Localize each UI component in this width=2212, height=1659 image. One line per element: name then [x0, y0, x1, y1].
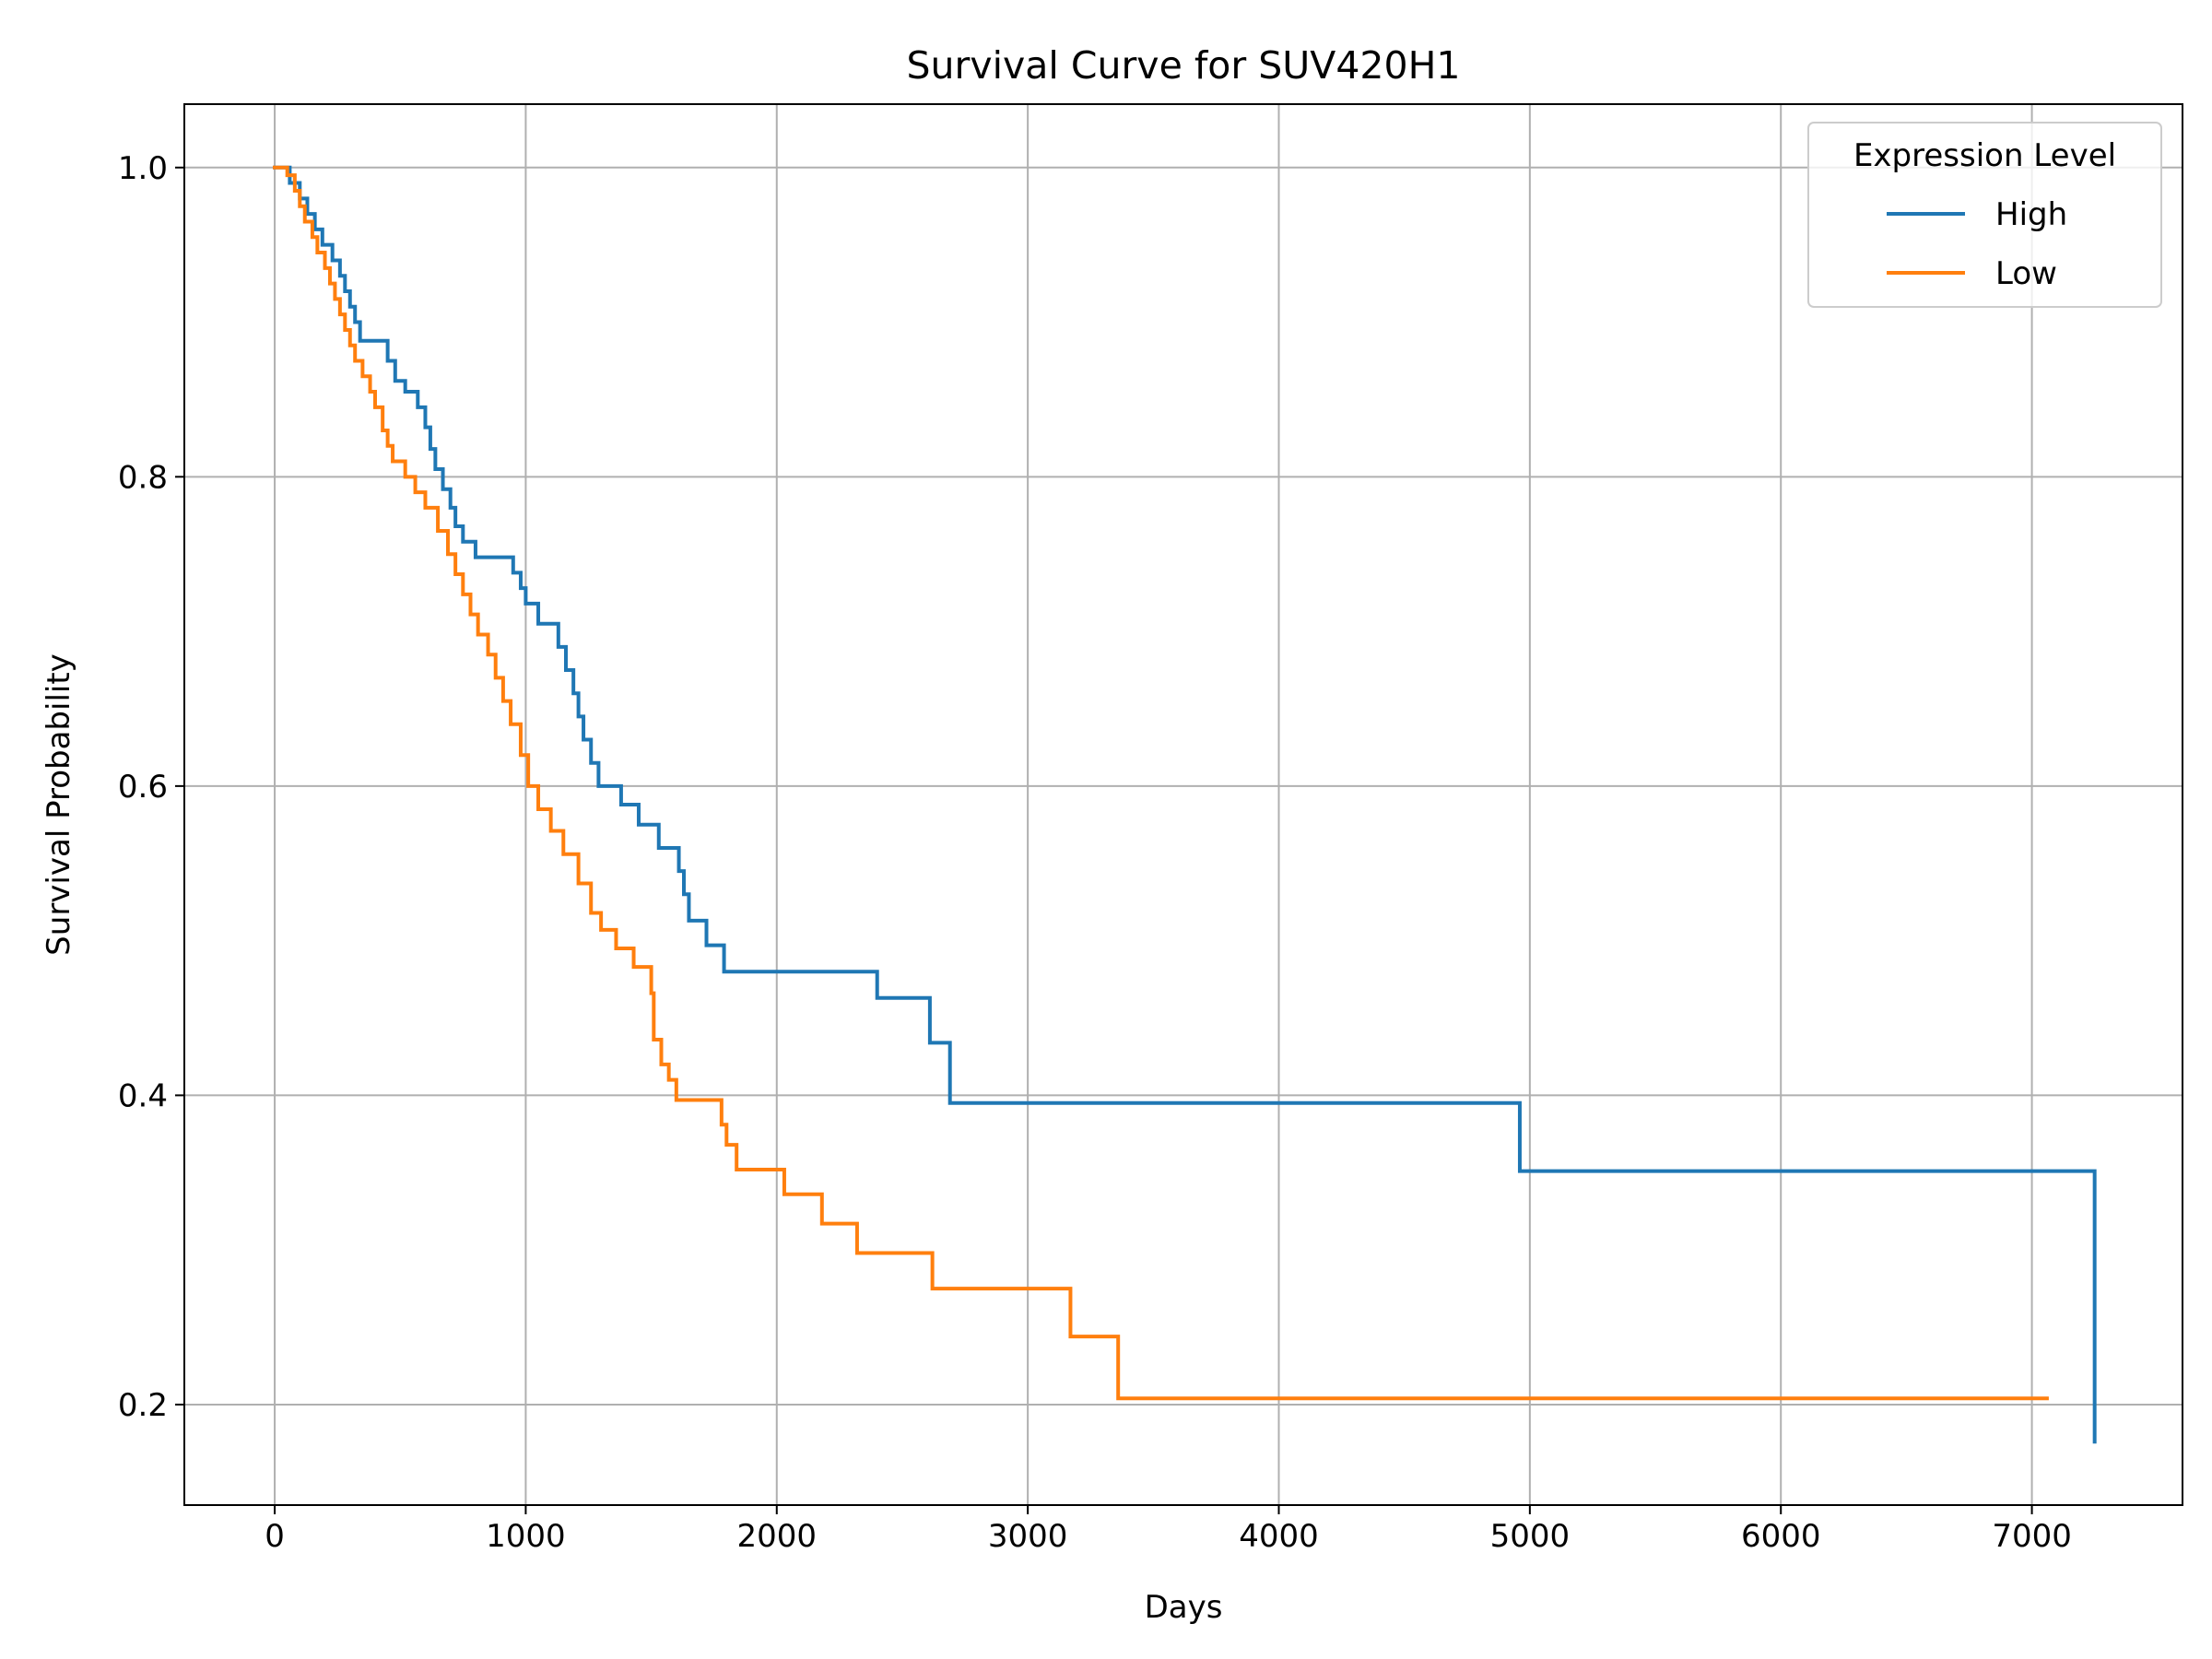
x-axis: 0 1000 2000 3000 4000 5000 6000 7000: [265, 1505, 2072, 1555]
x-tick-label: 7000: [1992, 1518, 2072, 1555]
y-tick-label: 0.6: [118, 769, 168, 806]
legend-entries: High Low: [1887, 196, 2067, 292]
legend: Expression Level High Low: [1807, 122, 2162, 308]
plot-area: [184, 104, 2183, 1505]
legend-label-low: Low: [1995, 255, 2057, 292]
y-tick-label: 0.4: [118, 1077, 168, 1114]
legend-box: [1807, 122, 2162, 308]
x-tick-label: 0: [265, 1518, 285, 1555]
series-line-low: [273, 165, 2049, 1401]
chart-title: Survival Curve for SUV420H1: [907, 43, 1461, 88]
x-tick-label: 6000: [1741, 1518, 1821, 1555]
y-tick-label: 0.2: [118, 1387, 168, 1424]
legend-title: Expression Level: [1853, 137, 2116, 174]
x-tick-label: 1000: [486, 1518, 566, 1555]
x-tick-label: 5000: [1490, 1518, 1571, 1555]
y-tick-label: 1.0: [118, 150, 168, 187]
x-axis-title: Days: [1145, 1589, 1223, 1626]
x-tick-label: 4000: [1239, 1518, 1319, 1555]
legend-label-high: High: [1995, 196, 2067, 233]
x-tick-label: 3000: [988, 1518, 1068, 1555]
plot-frame: [183, 103, 2183, 1506]
series-line-high: [273, 165, 2097, 1444]
y-axis: 0.2 0.4 0.6 0.8 1.0: [118, 150, 184, 1424]
x-tick-label: 2000: [737, 1518, 818, 1555]
grid-lines: [184, 104, 2183, 1505]
series-lines: [273, 165, 2097, 1444]
y-tick-label: 0.8: [118, 459, 168, 496]
y-axis-title: Survival Probability: [41, 653, 77, 956]
